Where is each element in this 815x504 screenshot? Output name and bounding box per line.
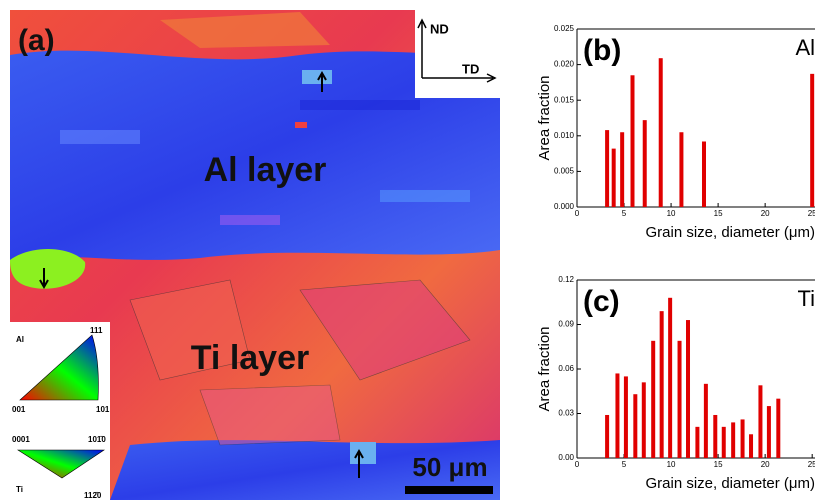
x-tick-label: 0 bbox=[575, 460, 580, 469]
axes-arrows bbox=[417, 18, 497, 83]
annotation: Al bbox=[795, 35, 815, 60]
y-tick-label: 0.000 bbox=[554, 202, 575, 211]
y-tick-label: 0.020 bbox=[554, 60, 575, 69]
y-axis-label: Area fraction bbox=[536, 75, 553, 160]
y-tick-label: 0.015 bbox=[554, 95, 575, 104]
legend-phase: Al bbox=[16, 335, 24, 344]
y-tick-label: 0.12 bbox=[558, 275, 574, 284]
x-tick-label: 25 bbox=[808, 209, 815, 218]
x-tick-label: 10 bbox=[667, 460, 676, 469]
bar bbox=[642, 120, 647, 207]
bar bbox=[740, 419, 745, 458]
bar bbox=[641, 382, 646, 458]
legend-corner: 101̄0 bbox=[88, 435, 106, 444]
x-tick-label: 10 bbox=[667, 209, 676, 218]
bar bbox=[659, 311, 664, 458]
layer-label: Ti layer bbox=[191, 339, 309, 377]
bar bbox=[633, 394, 638, 458]
y-tick-label: 0.03 bbox=[558, 409, 574, 418]
chart-title: (c) bbox=[583, 285, 620, 318]
bar bbox=[611, 148, 616, 207]
annotation: Ti bbox=[797, 286, 815, 311]
axes-box bbox=[415, 10, 500, 98]
bar bbox=[658, 58, 663, 207]
bar bbox=[749, 434, 754, 458]
y-tick-label: 0.005 bbox=[554, 167, 575, 176]
legend-corner: 0001 bbox=[12, 435, 30, 444]
td-label: TD bbox=[462, 61, 479, 76]
y-tick-label: 0.06 bbox=[558, 364, 574, 373]
bar bbox=[605, 130, 610, 207]
bar bbox=[668, 297, 673, 458]
scale-label: 50 μm bbox=[412, 452, 487, 482]
panel-label: (a) bbox=[18, 24, 55, 57]
bar bbox=[713, 414, 718, 458]
x-tick-label: 5 bbox=[622, 460, 627, 469]
nd-label: ND bbox=[430, 21, 449, 36]
ipf-legend: Al 111 001 101 0001 101̄0 Ti 112̄0 bbox=[10, 322, 110, 504]
bar bbox=[758, 385, 763, 458]
bar bbox=[686, 320, 691, 458]
x-tick-label: 25 bbox=[808, 460, 815, 469]
y-axis-label: Area fraction bbox=[536, 326, 553, 411]
x-tick-label: 15 bbox=[714, 209, 723, 218]
bar bbox=[731, 422, 736, 458]
bar bbox=[695, 426, 700, 458]
y-tick-label: 0.00 bbox=[558, 453, 574, 462]
bar bbox=[721, 426, 726, 458]
scale-bar bbox=[405, 486, 493, 494]
layer-label: Al layer bbox=[204, 151, 327, 189]
x-axis-label: Grain size, diameter (μm) bbox=[645, 475, 815, 492]
bar bbox=[620, 132, 625, 207]
bar bbox=[651, 340, 656, 458]
x-tick-label: 15 bbox=[714, 460, 723, 469]
x-axis-label: Grain size, diameter (μm) bbox=[645, 224, 815, 241]
legend-corner: 101 bbox=[96, 405, 110, 414]
legend-corner: 111 bbox=[90, 326, 103, 335]
bar bbox=[766, 406, 771, 458]
bar bbox=[677, 340, 682, 458]
y-tick-label: 0.025 bbox=[554, 24, 575, 33]
x-tick-label: 20 bbox=[761, 209, 770, 218]
x-tick-label: 20 bbox=[761, 460, 770, 469]
legend-phase: Ti bbox=[16, 485, 23, 494]
y-tick-label: 0.010 bbox=[554, 131, 575, 140]
bar bbox=[623, 376, 628, 458]
bar bbox=[679, 132, 684, 207]
bar bbox=[810, 73, 815, 207]
bar bbox=[776, 398, 781, 458]
bar bbox=[605, 414, 610, 458]
x-tick-label: 5 bbox=[622, 209, 627, 218]
bar bbox=[701, 141, 706, 207]
x-tick-label: 0 bbox=[575, 209, 580, 218]
chart-title: (b) bbox=[583, 34, 621, 67]
grain-arrows bbox=[39, 70, 364, 478]
legend-corner: 001 bbox=[12, 405, 26, 414]
legend-corner: 112̄0 bbox=[84, 491, 102, 500]
y-tick-label: 0.09 bbox=[558, 320, 574, 329]
bar bbox=[615, 373, 620, 458]
bar bbox=[630, 75, 635, 207]
bar bbox=[703, 383, 708, 458]
